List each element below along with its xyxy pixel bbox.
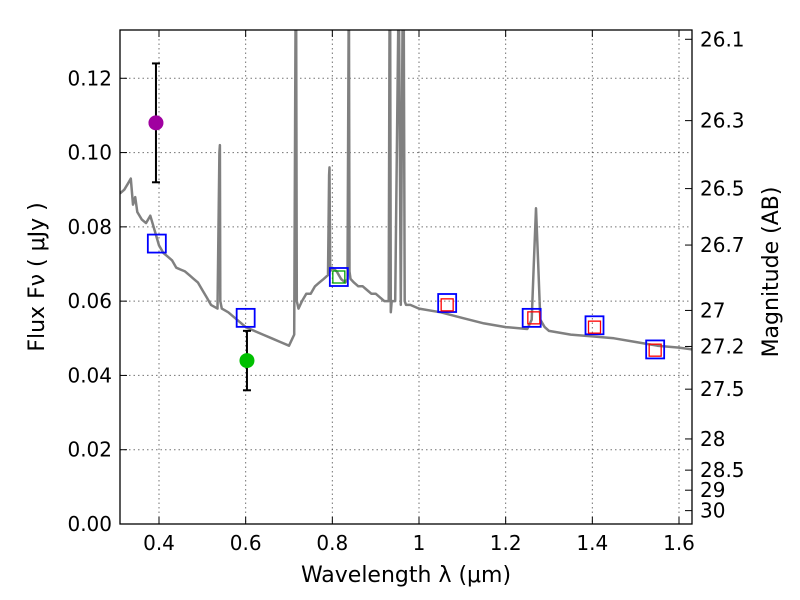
- y2-tick-label: 27.5: [700, 377, 745, 401]
- x-tick-label: 0.4: [143, 531, 175, 555]
- observed-square: [332, 270, 346, 284]
- grid: [120, 30, 692, 525]
- x-tick-label: 1.4: [576, 531, 608, 555]
- y2-tick-label: 29: [700, 478, 725, 502]
- y2-tick-label: 27: [700, 298, 725, 322]
- y2-tick-label: 26.1: [700, 27, 745, 51]
- y-tick-label: 0.12: [67, 66, 112, 90]
- x-tick-label: 1: [413, 531, 426, 555]
- y-tick-label: 0.00: [67, 512, 112, 536]
- model-photometry-square: [645, 339, 666, 360]
- detection-point: [148, 115, 164, 131]
- detection-point: [239, 353, 255, 369]
- model-photometry-square: [521, 307, 542, 328]
- plot-frame: [119, 29, 693, 525]
- y-tick-label: 0.02: [67, 438, 112, 462]
- x-tick-label: 1.2: [490, 531, 522, 555]
- observed-square: [440, 298, 454, 312]
- model-photometry-square: [328, 267, 349, 287]
- x-tick-label: 1.6: [663, 531, 695, 555]
- sed-model-line: [120, 30, 692, 351]
- observed-square: [527, 311, 541, 325]
- y2-tick-label: 27.2: [700, 334, 745, 358]
- y-tick-label: 0.10: [67, 141, 112, 165]
- x-axis-label: Wavelength λ (μm): [301, 563, 511, 588]
- y2-tick-label: 28: [700, 427, 725, 451]
- y2-axis-label: Magnitude (AB): [759, 187, 784, 358]
- x-tick-label: 0.8: [316, 531, 348, 555]
- model-photometry-square: [584, 315, 605, 336]
- plot-area: [120, 30, 692, 392]
- model-photometry-square: [437, 293, 458, 313]
- axis-ticks: 0.4 0.6 0.8 1 1.2 1.4 1.6 0.00 0.02 0.04 0.06 0.08 0…: [67, 27, 744, 555]
- x-tick-label: 0.6: [230, 531, 262, 555]
- y2-tick-label: 28.5: [700, 458, 745, 482]
- y-tick-label: 0.08: [67, 215, 112, 239]
- y-tick-label: 0.04: [67, 363, 112, 387]
- y2-tick-label: 26.7: [700, 233, 745, 257]
- observed-square: [648, 343, 662, 357]
- observed-square: [587, 320, 602, 334]
- y-tick-label: 0.06: [67, 289, 112, 313]
- y2-tick-label: 26.3: [700, 109, 745, 133]
- y2-tick-label: 30: [700, 499, 725, 523]
- model-photometry-square: [146, 233, 167, 254]
- y2-tick-label: 26.5: [700, 177, 745, 201]
- y-axis-label: Flux Fν ( μJy ): [25, 202, 50, 351]
- model-photometry-square: [235, 307, 256, 328]
